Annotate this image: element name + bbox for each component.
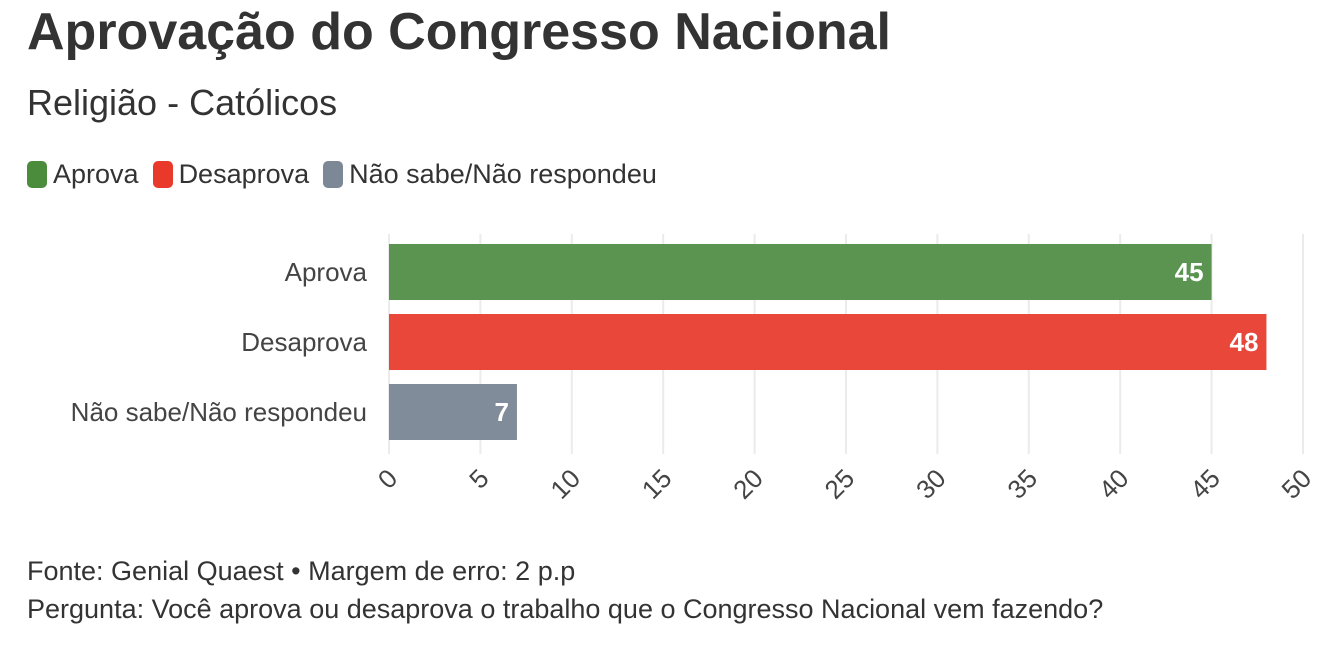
data-label-1: 48 <box>1230 327 1259 357</box>
legend-swatch-aprova <box>27 160 47 188</box>
x-tick-label-50: 50 <box>1276 463 1318 505</box>
chart-subtitle: Religião - Católicos <box>27 82 338 123</box>
x-tick-label-40: 40 <box>1093 463 1135 505</box>
category-label-2: Não sabe/Não respondeu <box>71 397 367 427</box>
category-label-0: Aprova <box>285 257 368 287</box>
chart-footer: Fonte: Genial Quaest • Margem de erro: 2… <box>27 552 1103 628</box>
source-note: Fonte: Genial Quaest • Margem de erro: 2… <box>27 556 576 586</box>
legend-item-aprova: Aprova <box>27 159 139 190</box>
legend-label-aprova: Aprova <box>53 158 139 189</box>
bar-2 <box>389 384 517 440</box>
x-tick-label-20: 20 <box>727 463 769 505</box>
x-tick-label-35: 35 <box>1001 463 1043 505</box>
x-tick-label-30: 30 <box>910 463 952 505</box>
data-label-0: 45 <box>1175 257 1204 287</box>
bar-1 <box>389 314 1267 370</box>
data-label-2: 7 <box>494 397 508 427</box>
x-tick-label-5: 5 <box>463 463 494 494</box>
legend-item-nao-sabe: Não sabe/Não respondeu <box>323 159 657 190</box>
legend-item-desaprova: Desaprova <box>152 158 310 190</box>
chart-title: Aprovação do Congresso Nacional <box>27 3 891 61</box>
question-note: Pergunta: Você aprova ou desaprova o tra… <box>27 594 1104 624</box>
legend-label-nao-sabe: Não sabe/Não respondeu <box>349 158 657 189</box>
x-tick-label-15: 15 <box>636 463 678 505</box>
legend-label-desaprova: Desaprova <box>178 158 310 189</box>
chart-legend: Aprova Desaprova Não sabe/Não respondeu <box>27 156 657 192</box>
x-tick-label-0: 0 <box>372 463 403 494</box>
legend-swatch-desaprova <box>152 160 173 188</box>
x-tick-label-25: 25 <box>819 463 861 505</box>
category-label-1: Desaprova <box>241 327 367 357</box>
bar-0 <box>389 244 1212 300</box>
legend-swatch-nao-sabe <box>323 160 344 188</box>
x-tick-label-45: 45 <box>1184 463 1226 505</box>
x-tick-label-10: 10 <box>544 463 586 505</box>
